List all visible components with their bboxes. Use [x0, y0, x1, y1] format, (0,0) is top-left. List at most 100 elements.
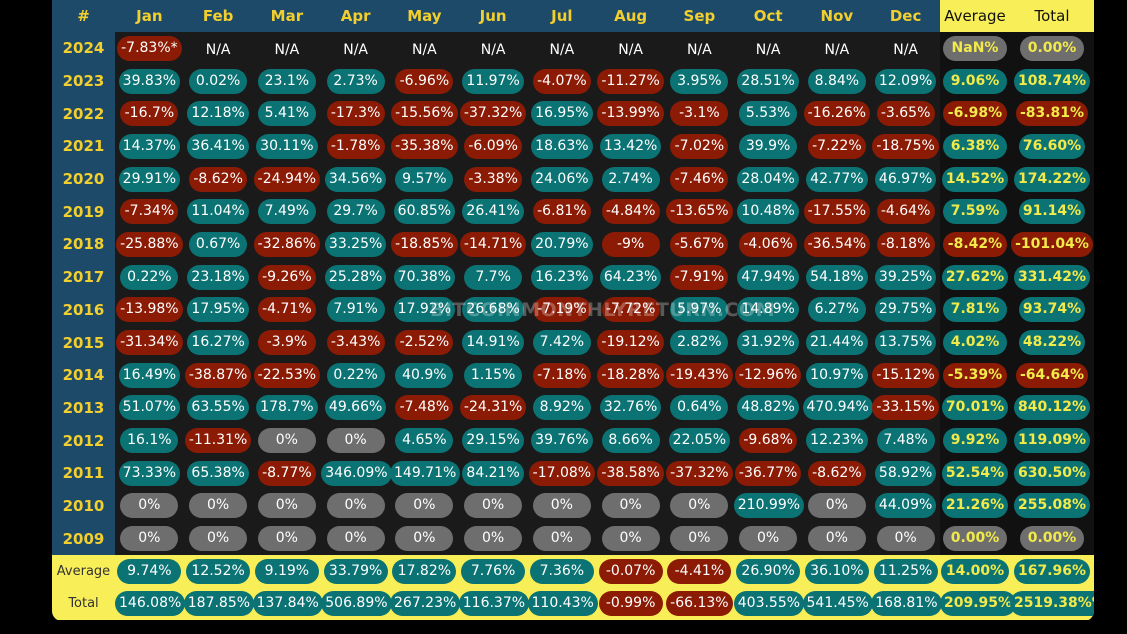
return-pill: 0.22%: [326, 362, 385, 388]
return-pill: -33.15%: [872, 395, 939, 421]
return-pill: -17.55%: [803, 199, 871, 225]
cell-2013-apr: 49.66%: [321, 391, 390, 425]
year-label: 2022: [52, 97, 115, 131]
cell-2020-aug: 2.74%: [596, 162, 665, 196]
cell-2016-dec: 29.75%: [871, 293, 940, 327]
cell-2022-feb: 12.18%: [183, 97, 253, 131]
cell-2012-jun: 29.15%: [458, 424, 528, 457]
cell-2017-mar: -9.26%: [252, 260, 322, 294]
return-pill: -19.12%: [597, 330, 664, 356]
cell-2020-jan: 29.91%: [115, 162, 184, 196]
return-pill: -7.19%: [532, 297, 591, 323]
cell-2021-feb: 36.41%: [183, 130, 253, 163]
return-pill: -31.34%: [116, 330, 183, 356]
return-pill: 16.23%: [531, 264, 593, 290]
year-label: 2015: [52, 326, 115, 359]
return-pill: 29.7%: [326, 199, 385, 225]
return-pill: 0.64%: [670, 395, 729, 421]
cell-2017-jul: 16.23%: [527, 260, 597, 294]
return-pill: 10.97%: [806, 362, 868, 388]
year-row-2014: 2014 16.49% -38.87% -22.53% 0.22% 40.9% 1.15% -…: [52, 358, 1094, 392]
cell-2024-jan: -7.83%*: [115, 32, 184, 65]
return-pill: 24.06%: [531, 166, 593, 192]
return-pill: 210.99%: [733, 493, 805, 519]
return-pill: -14.71%: [459, 231, 527, 257]
cell-2018-jul: 20.79%: [527, 228, 597, 261]
cell-2013-oct: 48.82%: [733, 391, 803, 425]
return-pill: 51.07%: [118, 395, 181, 421]
cell-2010-apr: 0%: [321, 489, 390, 523]
return-pill: 267.23%: [390, 591, 461, 617]
return-pill: -66.13%: [666, 591, 733, 617]
cell-2022-mar: 5.41%: [252, 97, 322, 131]
cell-2023-mar: 23.1%: [252, 64, 322, 98]
cell-2023-jun: 11.97%: [458, 64, 528, 98]
cell-2020-jun: -3.38%: [458, 162, 528, 196]
cell-2015-jul: 7.42%: [527, 326, 597, 359]
cell-2019-jun: 26.41%: [458, 195, 528, 229]
cell-2011-aug: -38.58%: [596, 456, 665, 490]
cell-2024-feb: N/A: [183, 32, 253, 65]
row-total-2010: 255.08%: [1010, 489, 1094, 523]
return-pill: 110.43%: [527, 591, 598, 617]
footer-average-aug: -0.07%: [596, 555, 665, 588]
cell-2023-jul: -4.07%: [527, 64, 597, 98]
return-pill: 6.38%: [943, 133, 1007, 159]
row-total-2024: 0.00%: [1010, 32, 1094, 65]
return-pill: 12.23%: [806, 428, 868, 454]
year-row-2017: 2017 0.22% 23.18% -9.26% 25.28% 70.38% 7.7% 16.…: [52, 260, 1094, 294]
cell-2024-oct: N/A: [733, 32, 803, 65]
cell-2022-aug: -13.99%: [596, 97, 665, 131]
cell-2020-mar: -24.94%: [252, 162, 322, 196]
cell-2021-nov: -7.22%: [802, 130, 872, 163]
return-pill: 7.42%: [532, 330, 591, 356]
cell-2015-oct: 31.92%: [733, 326, 803, 359]
return-pill: 2.82%: [670, 330, 729, 356]
footer-total-jul: 110.43%: [527, 587, 598, 620]
cell-2012-dec: 7.48%: [871, 424, 940, 457]
return-pill: 60.85%: [393, 199, 456, 225]
return-pill: 36.10%: [804, 558, 869, 584]
cell-2018-jun: -14.71%: [458, 228, 528, 261]
row-average-2011: 52.54%: [940, 456, 1010, 490]
return-pill: 0%: [670, 526, 729, 552]
return-pill: -0.07%: [598, 558, 663, 584]
cell-2019-apr: 29.7%: [321, 195, 390, 229]
cell-2017-aug: 64.23%: [596, 260, 665, 294]
cell-2013-jul: 8.92%: [527, 391, 597, 425]
cell-2010-jun: 0%: [458, 489, 528, 523]
return-pill: 174.22%: [1013, 166, 1091, 192]
footer-total-apr: 506.89%: [321, 587, 392, 620]
return-pill: -7.46%: [670, 166, 729, 192]
cell-2018-aug: -9%: [596, 228, 665, 261]
return-pill: 73.33%: [118, 460, 181, 486]
return-pill: -3.9%: [257, 330, 316, 356]
footer-total-may: 267.23%: [390, 587, 461, 620]
year-label: 2009: [52, 522, 115, 555]
return-pill: 76.60%: [1018, 133, 1086, 159]
return-pill: 0.00%: [1020, 526, 1084, 552]
return-pill: 39.83%: [118, 68, 181, 94]
return-pill: 9.92%: [943, 428, 1007, 454]
return-pill: 30.11%: [256, 133, 318, 159]
return-pill: 0%: [464, 526, 523, 552]
return-pill: 0%: [257, 526, 316, 552]
return-pill: 346.09%: [321, 460, 392, 486]
return-pill: 16.95%: [531, 101, 593, 127]
return-pill: -7.91%: [670, 264, 729, 290]
cell-2016-oct: 14.89%: [733, 293, 803, 327]
return-pill: -5.67%: [670, 231, 729, 257]
return-pill: 26.68%: [462, 297, 524, 323]
total-header: Total: [1010, 0, 1094, 32]
month-header-feb: Feb: [183, 0, 253, 32]
cell-2011-jul: -17.08%: [527, 456, 597, 490]
return-pill: 65.38%: [187, 460, 249, 486]
return-pill: 23.1%: [257, 68, 316, 94]
year-row-2019: 2019 -7.34% 11.04% 7.49% 29.7% 60.85% 26.41% -6…: [52, 195, 1094, 229]
cell-2018-oct: -4.06%: [733, 228, 803, 261]
year-label: 2014: [52, 358, 115, 392]
return-pill: 33.79%: [323, 558, 388, 584]
return-pill: 8.84%: [807, 68, 866, 94]
cell-2012-sep: 22.05%: [665, 424, 734, 457]
return-pill: 8.66%: [601, 428, 660, 454]
